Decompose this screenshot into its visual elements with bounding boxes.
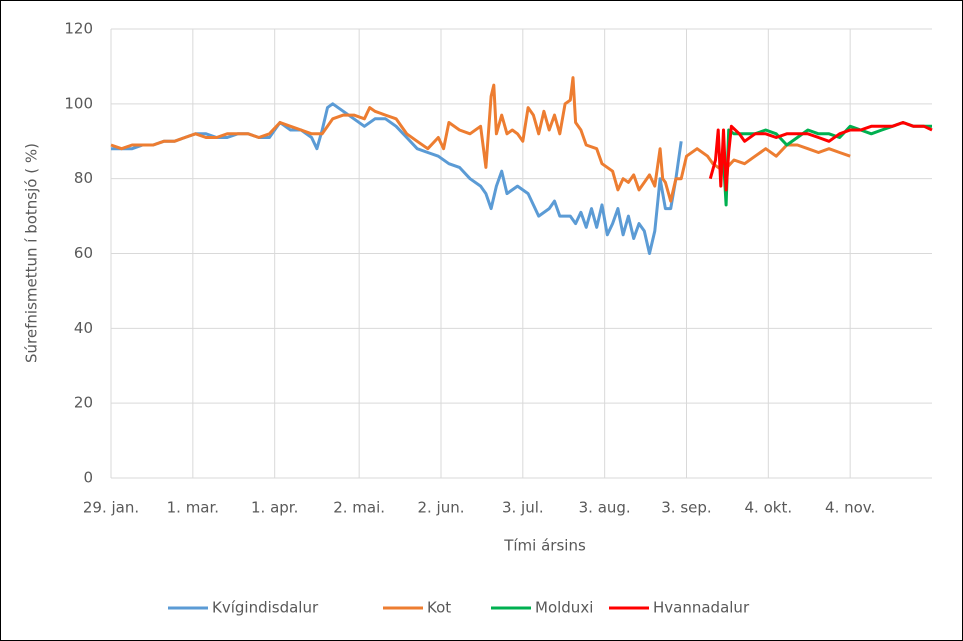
legend-label: Kot xyxy=(427,599,451,617)
y-tick-label: 20 xyxy=(74,394,93,412)
x-tick-label: 29. jan. xyxy=(83,499,139,517)
x-tick-label: 3. sep. xyxy=(661,499,711,517)
y-tick-label: 120 xyxy=(64,20,93,38)
series-line xyxy=(110,76,851,203)
y-tick-label: 40 xyxy=(74,319,93,337)
x-tick-label: 1. apr. xyxy=(251,499,298,517)
legend-label: Kvígindisdalur xyxy=(212,599,319,617)
series-line xyxy=(708,121,933,192)
legend-label: Molduxi xyxy=(535,599,593,617)
x-axis-title: Tími ársins xyxy=(503,537,586,555)
y-tick-label: 80 xyxy=(74,169,93,187)
x-tick-label: 2. mai. xyxy=(333,499,385,517)
y-tick-label: 0 xyxy=(83,469,93,487)
x-tick-label: 2. jun. xyxy=(417,499,464,517)
x-tick-label: 3. aug. xyxy=(579,499,631,517)
x-tick-label: 4. nov. xyxy=(825,499,875,517)
y-tick-label: 60 xyxy=(74,244,93,262)
x-tick-label: 3. jul. xyxy=(502,499,544,517)
x-tick-label: 4. okt. xyxy=(745,499,793,517)
y-axis-title: Súrefnismettun í botnsjó ( %) xyxy=(23,143,41,363)
x-tick-label: 1. mar. xyxy=(167,499,219,517)
y-tick-label: 100 xyxy=(64,94,93,112)
legend-label: Hvannadalur xyxy=(653,599,750,617)
